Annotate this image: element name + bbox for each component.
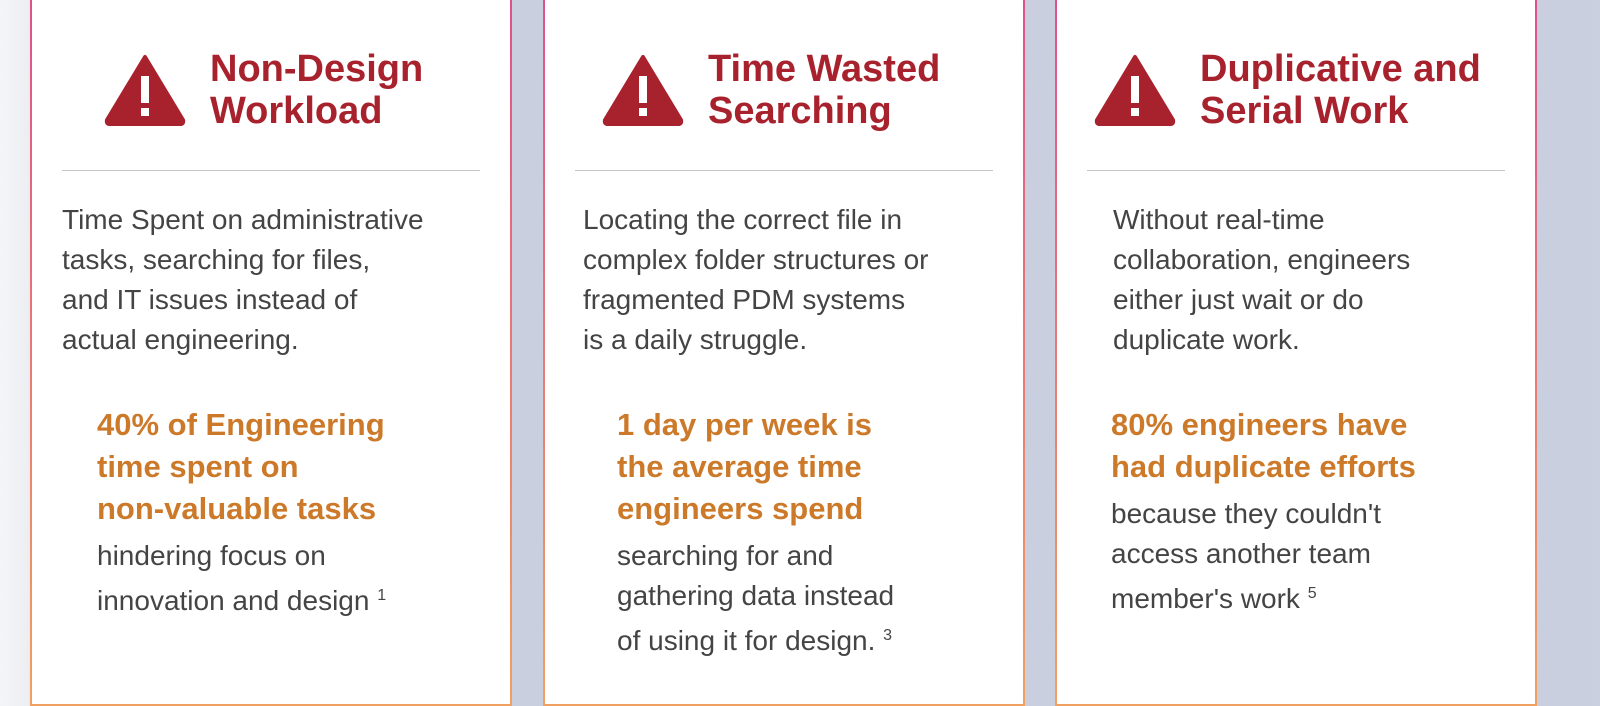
sub-line: because they couldn't (1111, 498, 1381, 529)
card-header: Time Wasted Searching (602, 48, 940, 132)
card: Time Wasted Searching Locating the correc… (543, 0, 1025, 706)
body-line: fragmented PDM systems (583, 284, 906, 315)
body-line: Time Spent on administrative (62, 204, 424, 235)
card-description: Locating the correct file in complex fold… (583, 200, 928, 360)
stat-line: 1 day per week is (617, 407, 873, 442)
stat-line: the average time (617, 449, 862, 484)
stat-detail: because they couldn't access another team… (1111, 494, 1416, 619)
card-header: Non-Design Workload (104, 48, 423, 132)
warning-icon (1094, 55, 1176, 126)
sub-line: searching for and (617, 540, 834, 571)
title-line: Workload (210, 90, 383, 132)
body-line: either just wait or do (1113, 284, 1364, 315)
footnote-ref: 5 (1307, 585, 1317, 602)
divider (1087, 170, 1505, 171)
sub-line: member's work 5 (1111, 583, 1317, 614)
stat-line: 40% of Engineering (97, 407, 385, 442)
card-stat: 1 day per week is the average time enginee… (617, 404, 894, 661)
card-description: Time Spent on administrative tasks, searc… (62, 200, 424, 360)
body-line: tasks, searching for files, (62, 244, 371, 275)
stat-detail: searching for and gathering data instead o… (617, 536, 894, 661)
warning-icon (602, 55, 684, 126)
stat-line: 80% engineers have (1111, 407, 1408, 442)
stat-detail: hindering focus on innovation and design … (97, 536, 386, 621)
title-line: Serial Work (1200, 90, 1409, 132)
title-line: Time Wasted (708, 48, 941, 90)
stat-line: non-valuable tasks (97, 491, 377, 526)
warning-icon (104, 55, 186, 126)
footnote-ref: 3 (883, 627, 893, 644)
stat-line: had duplicate efforts (1111, 449, 1416, 484)
body-line: actual engineering. (62, 324, 299, 355)
footnote-ref: 1 (377, 587, 387, 604)
body-line: duplicate work. (1113, 324, 1300, 355)
body-line: and IT issues instead of (62, 284, 358, 315)
stat-line: time spent on (97, 449, 299, 484)
card-header: Duplicative and Serial Work (1094, 48, 1481, 132)
sub-line: access another team (1111, 538, 1371, 569)
sub-line: gathering data instead (617, 580, 895, 611)
body-line: complex folder structures or (583, 244, 929, 275)
sub-line: hindering focus on (97, 540, 326, 571)
card-title: Duplicative and Serial Work (1200, 48, 1481, 132)
title-line: Duplicative and (1200, 48, 1481, 90)
title-line: Searching (708, 90, 892, 132)
card-title: Time Wasted Searching (708, 48, 940, 132)
divider (62, 170, 480, 171)
card: Duplicative and Serial Work Without real-… (1055, 0, 1537, 706)
divider (575, 170, 993, 171)
card-stat: 80% engineers have had duplicate efforts b… (1111, 404, 1416, 619)
card: Non-Design Workload Time Spent on adminis… (30, 0, 512, 706)
card-description: Without real-time collaboration, engineer… (1113, 200, 1410, 360)
stat-line: engineers spend (617, 491, 864, 526)
body-line: is a daily struggle. (583, 324, 808, 355)
title-line: Non-Design (210, 48, 424, 90)
body-line: Locating the correct file in (583, 204, 903, 235)
sub-line: of using it for design. 3 (617, 625, 893, 656)
body-line: Without real-time (1113, 204, 1325, 235)
sub-line: innovation and design 1 (97, 585, 387, 616)
card-title: Non-Design Workload (210, 48, 423, 132)
card-stat: 40% of Engineering time spent on non-valua… (97, 404, 386, 621)
body-line: collaboration, engineers (1113, 244, 1411, 275)
